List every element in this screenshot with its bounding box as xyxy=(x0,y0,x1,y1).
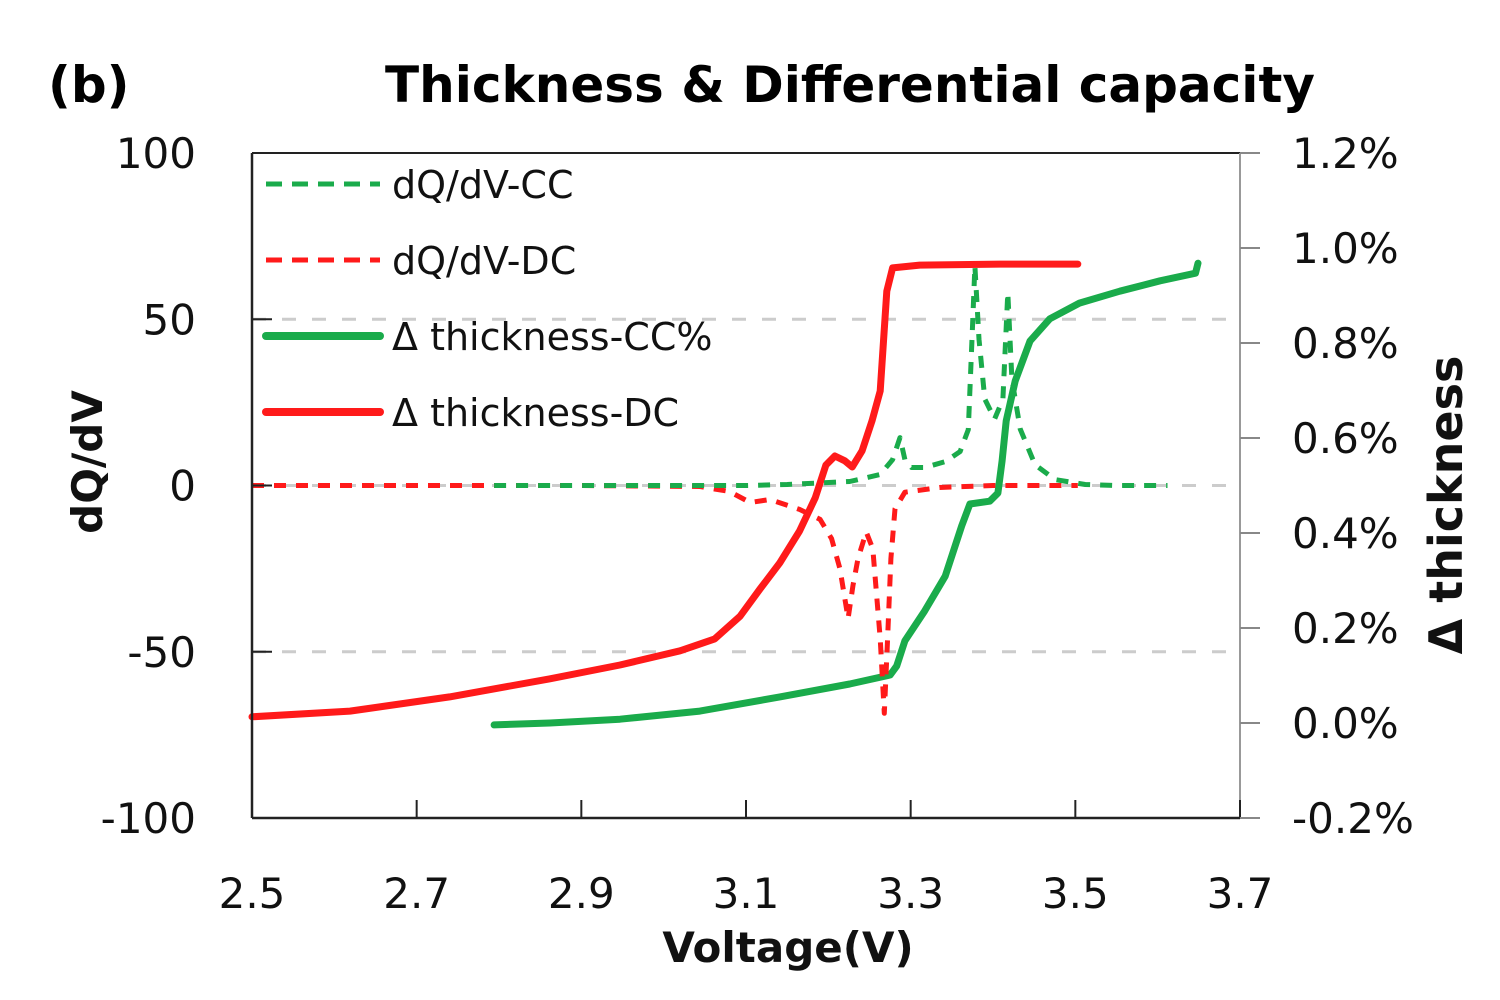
y-tick-label: 50 xyxy=(143,295,196,344)
y2-axis-ticks: 1.2% 1.0% 0.8% 0.6% 0.4% 0.2% 0.0% -0.2% xyxy=(1240,129,1414,843)
x-tick-label: 2.7 xyxy=(383,869,450,918)
y-axis-title: dQ/dV xyxy=(63,390,112,534)
y2-tick-label: -0.2% xyxy=(1292,794,1414,843)
legend-label: dQ/dV-CC xyxy=(392,163,574,207)
x-tick-label: 2.5 xyxy=(219,869,286,918)
y2-tick-label: 0.2% xyxy=(1292,604,1399,653)
series-thickness-cc xyxy=(490,259,1202,729)
legend: dQ/dV-CC dQ/dV-DC Δ thickness-CC% Δ thickne… xyxy=(262,163,712,435)
y2-axis-title: Δ thickness xyxy=(1419,356,1473,655)
x-tick-label: 3.1 xyxy=(713,869,780,918)
x-tick-label: 3.5 xyxy=(1042,869,1109,918)
x-tick-label: 2.9 xyxy=(548,869,615,918)
y-tick-label: 100 xyxy=(116,129,196,178)
y2-tick-label: 1.2% xyxy=(1292,129,1399,178)
y2-tick-label: 0.4% xyxy=(1292,509,1399,558)
x-tick-label: 3.3 xyxy=(877,869,944,918)
panel-label: (b) xyxy=(48,56,130,114)
series-layer xyxy=(248,259,1202,729)
y2-tick-label: 0.8% xyxy=(1292,319,1399,368)
series-dq-dv-cc xyxy=(494,263,1168,488)
y2-tick-label: 0.0% xyxy=(1292,699,1399,748)
legend-label: Δ thickness-DC xyxy=(392,391,679,435)
x-axis-ticks: 2.5 2.7 2.9 3.1 3.3 3.5 3.7 xyxy=(219,800,1274,918)
legend-label: Δ thickness-CC% xyxy=(392,315,712,359)
y-axis-ticks: 100 50 0 -50 -100 xyxy=(101,129,272,843)
y-tick-label: -50 xyxy=(127,628,196,677)
series-thickness-dc xyxy=(248,260,1082,721)
y-tick-label: 0 xyxy=(169,462,196,511)
series-dq-dv-dc xyxy=(252,483,1078,716)
legend-label: dQ/dV-DC xyxy=(392,239,576,283)
x-axis-title: Voltage(V) xyxy=(662,923,913,972)
y2-tick-label: 0.6% xyxy=(1292,414,1399,463)
y2-tick-label: 1.0% xyxy=(1292,224,1399,273)
y-tick-label: -100 xyxy=(101,794,196,843)
chart-title: Thickness & Differential capacity xyxy=(385,56,1315,114)
x-tick-label: 3.7 xyxy=(1207,869,1274,918)
